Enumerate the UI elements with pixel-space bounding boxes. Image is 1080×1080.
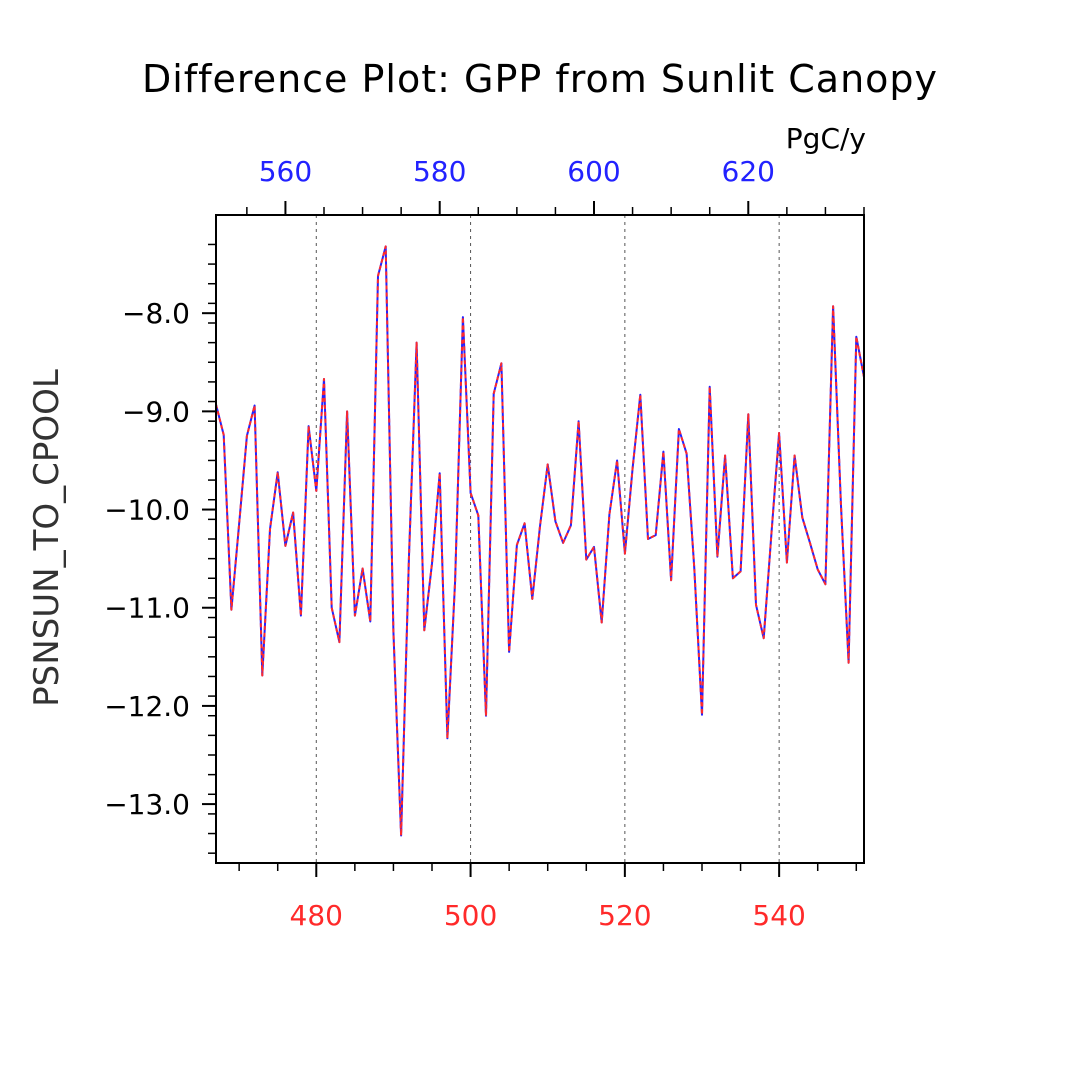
x-tick-label-top: 560 (259, 155, 312, 188)
y-tick-label: −12.0 (104, 690, 190, 723)
x-tick-label-bottom: 520 (598, 899, 651, 932)
y-axis-label: PSNSUN_TO_CPOOL (27, 369, 67, 707)
x-tick-label-top: 600 (567, 155, 620, 188)
y-tick-label: −11.0 (104, 592, 190, 625)
series-line-blue (215, 245, 865, 837)
y-tick-label: −8.0 (122, 297, 190, 330)
x-tick-label-bottom: 540 (752, 899, 805, 932)
axes: 480 500 520 540 560 580 600 620 −13.0 −12.0 −11.0 −… (104, 155, 865, 932)
y-tick-label: −10.0 (104, 494, 190, 527)
plot-frame (215, 214, 865, 864)
series-lines (215, 245, 865, 837)
x-tick-label-top: 580 (413, 155, 466, 188)
x-tick-label-top: 620 (722, 155, 775, 188)
y-tick-label: −13.0 (104, 788, 190, 821)
series-line-red-dashed (215, 245, 865, 837)
units-label: PgC/y (786, 122, 866, 155)
chart-title: Difference Plot: GPP from Sunlit Canopy (142, 57, 938, 101)
x-tick-label-bottom: 500 (444, 899, 497, 932)
grid-lines (315, 215, 780, 863)
x-tick-label-bottom: 480 (290, 899, 343, 932)
y-tick-label: −9.0 (122, 395, 190, 428)
